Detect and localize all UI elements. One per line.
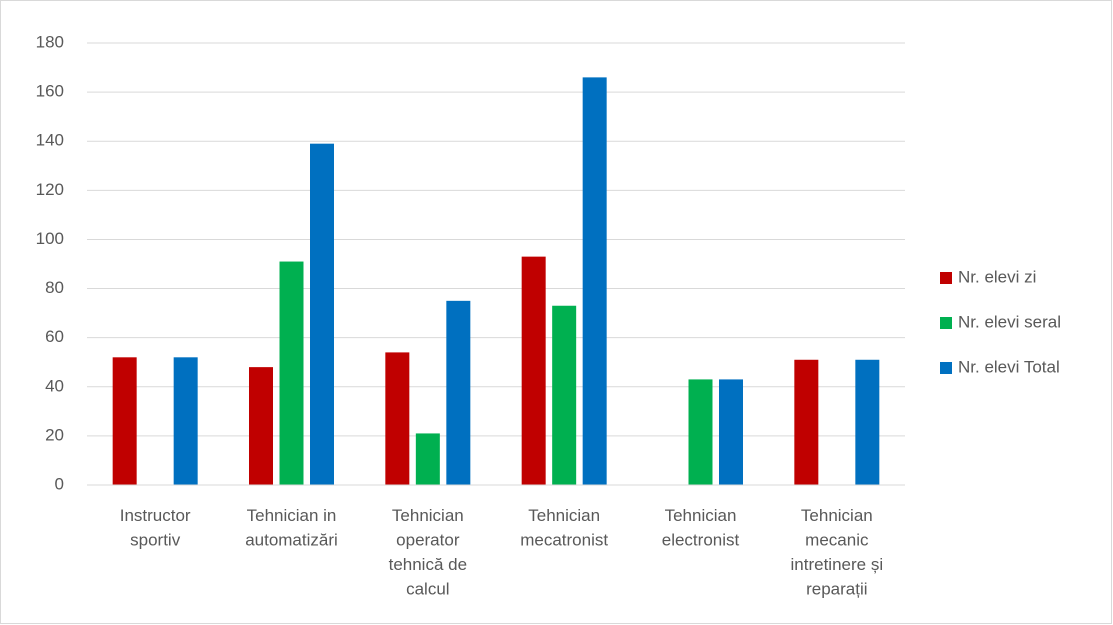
x-tick-label: Tehnician in automatizări bbox=[245, 506, 338, 550]
legend-swatch bbox=[940, 362, 952, 374]
bar bbox=[385, 352, 410, 485]
bar bbox=[446, 300, 471, 485]
y-tick-label: 140 bbox=[36, 131, 64, 150]
bar bbox=[173, 357, 198, 485]
bar bbox=[249, 367, 273, 485]
y-tick-label: 120 bbox=[36, 180, 64, 199]
y-tick-label: 100 bbox=[36, 229, 64, 248]
y-tick-label: 40 bbox=[45, 376, 64, 395]
y-tick-label: 80 bbox=[45, 278, 64, 297]
legend-label: Nr. elevi zi bbox=[958, 267, 1036, 286]
bar bbox=[521, 256, 546, 485]
y-tick-label: 160 bbox=[36, 82, 64, 101]
y-tick-label: 0 bbox=[55, 474, 64, 493]
bar bbox=[415, 433, 440, 485]
bar bbox=[688, 379, 713, 485]
bar bbox=[719, 379, 743, 485]
bar bbox=[794, 359, 819, 485]
y-tick-label: 20 bbox=[45, 425, 64, 444]
x-tick-label: Tehnician operator tehnică de calcul bbox=[389, 506, 467, 599]
bar bbox=[582, 77, 607, 485]
x-tick-label: Tehnician mecanic intretinere și reparații bbox=[791, 506, 884, 599]
legend-label: Nr. elevi seral bbox=[958, 312, 1061, 331]
bar bbox=[279, 261, 304, 485]
legend-swatch bbox=[940, 272, 952, 284]
legend-label: Nr. elevi Total bbox=[958, 357, 1060, 376]
x-tick-label: Tehnician electronist bbox=[662, 506, 740, 550]
x-tick-label: Instructor sportiv bbox=[120, 506, 191, 550]
bar bbox=[855, 359, 880, 485]
legend-swatch bbox=[940, 317, 952, 329]
y-tick-label: 180 bbox=[36, 32, 64, 51]
bar bbox=[310, 143, 334, 485]
bar bbox=[552, 305, 577, 485]
bar bbox=[112, 357, 137, 485]
x-tick-label: Tehnician mecatronist bbox=[520, 506, 608, 550]
y-tick-label: 60 bbox=[45, 327, 64, 346]
